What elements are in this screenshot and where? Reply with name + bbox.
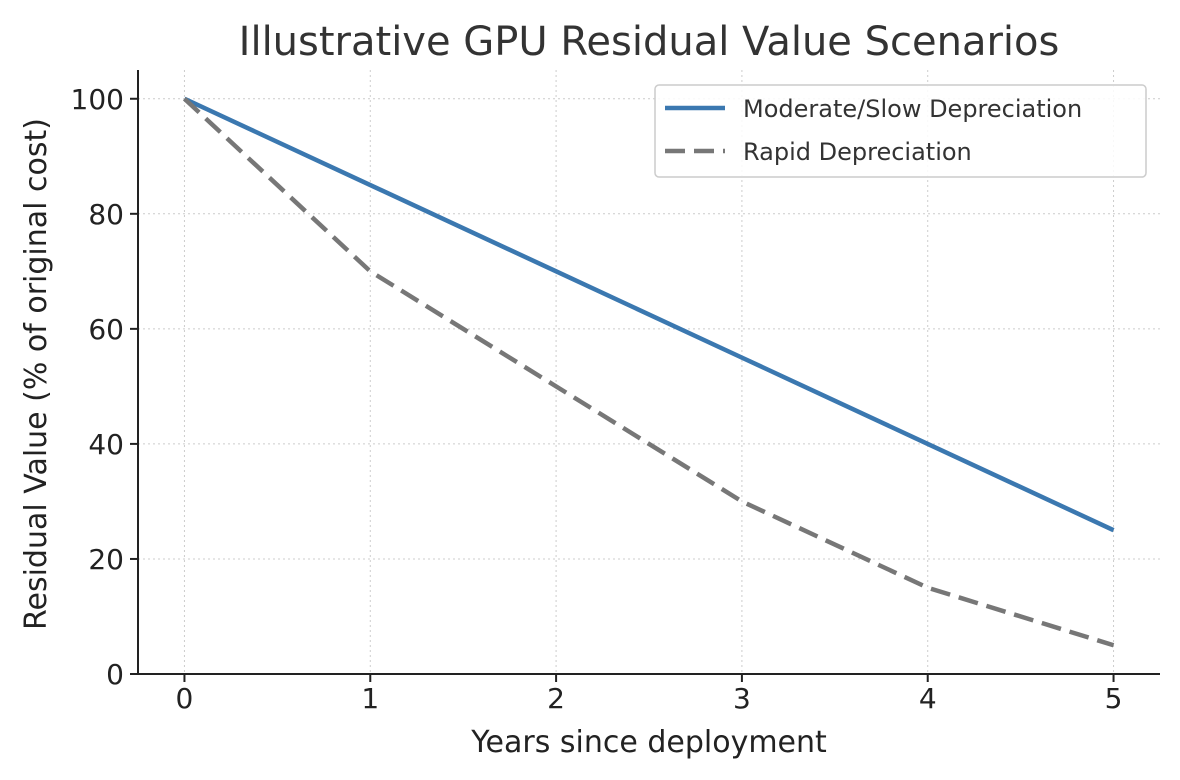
x-tick-label: 0 [176,682,194,715]
axes: 0 1 2 3 4 5 0 20 40 60 80 100 [71,70,1160,715]
legend-box [654,84,1147,178]
x-tick-label: 5 [1105,682,1123,715]
y-tick-label: 40 [88,428,124,461]
series-line-1 [182,97,1115,648]
x-tick-label: 1 [361,682,379,715]
series-line-0 [183,96,1115,533]
x-tick-label: 3 [733,682,751,715]
x-axis-label: Years since deployment [470,725,827,760]
series-lines [182,96,1115,648]
chart-title: Illustrative GPU Residual Value Scenario… [239,19,1060,65]
x-tick-label: 4 [919,682,937,715]
y-tick-label: 80 [88,198,124,231]
legend-label-0: Moderate/Slow Depreciation [743,95,1082,123]
y-axis-label: Residual Value (% of original cost) [19,118,54,630]
x-tick-label: 2 [547,682,565,715]
legend-label-1: Rapid Depreciation [743,138,972,166]
y-tick-label: 60 [88,313,124,346]
legend: Moderate/Slow Depreciation Rapid Deprecia… [654,84,1147,178]
y-tick-label: 0 [106,658,124,691]
y-tick-label: 20 [88,543,124,576]
y-tick-label: 100 [71,83,124,116]
